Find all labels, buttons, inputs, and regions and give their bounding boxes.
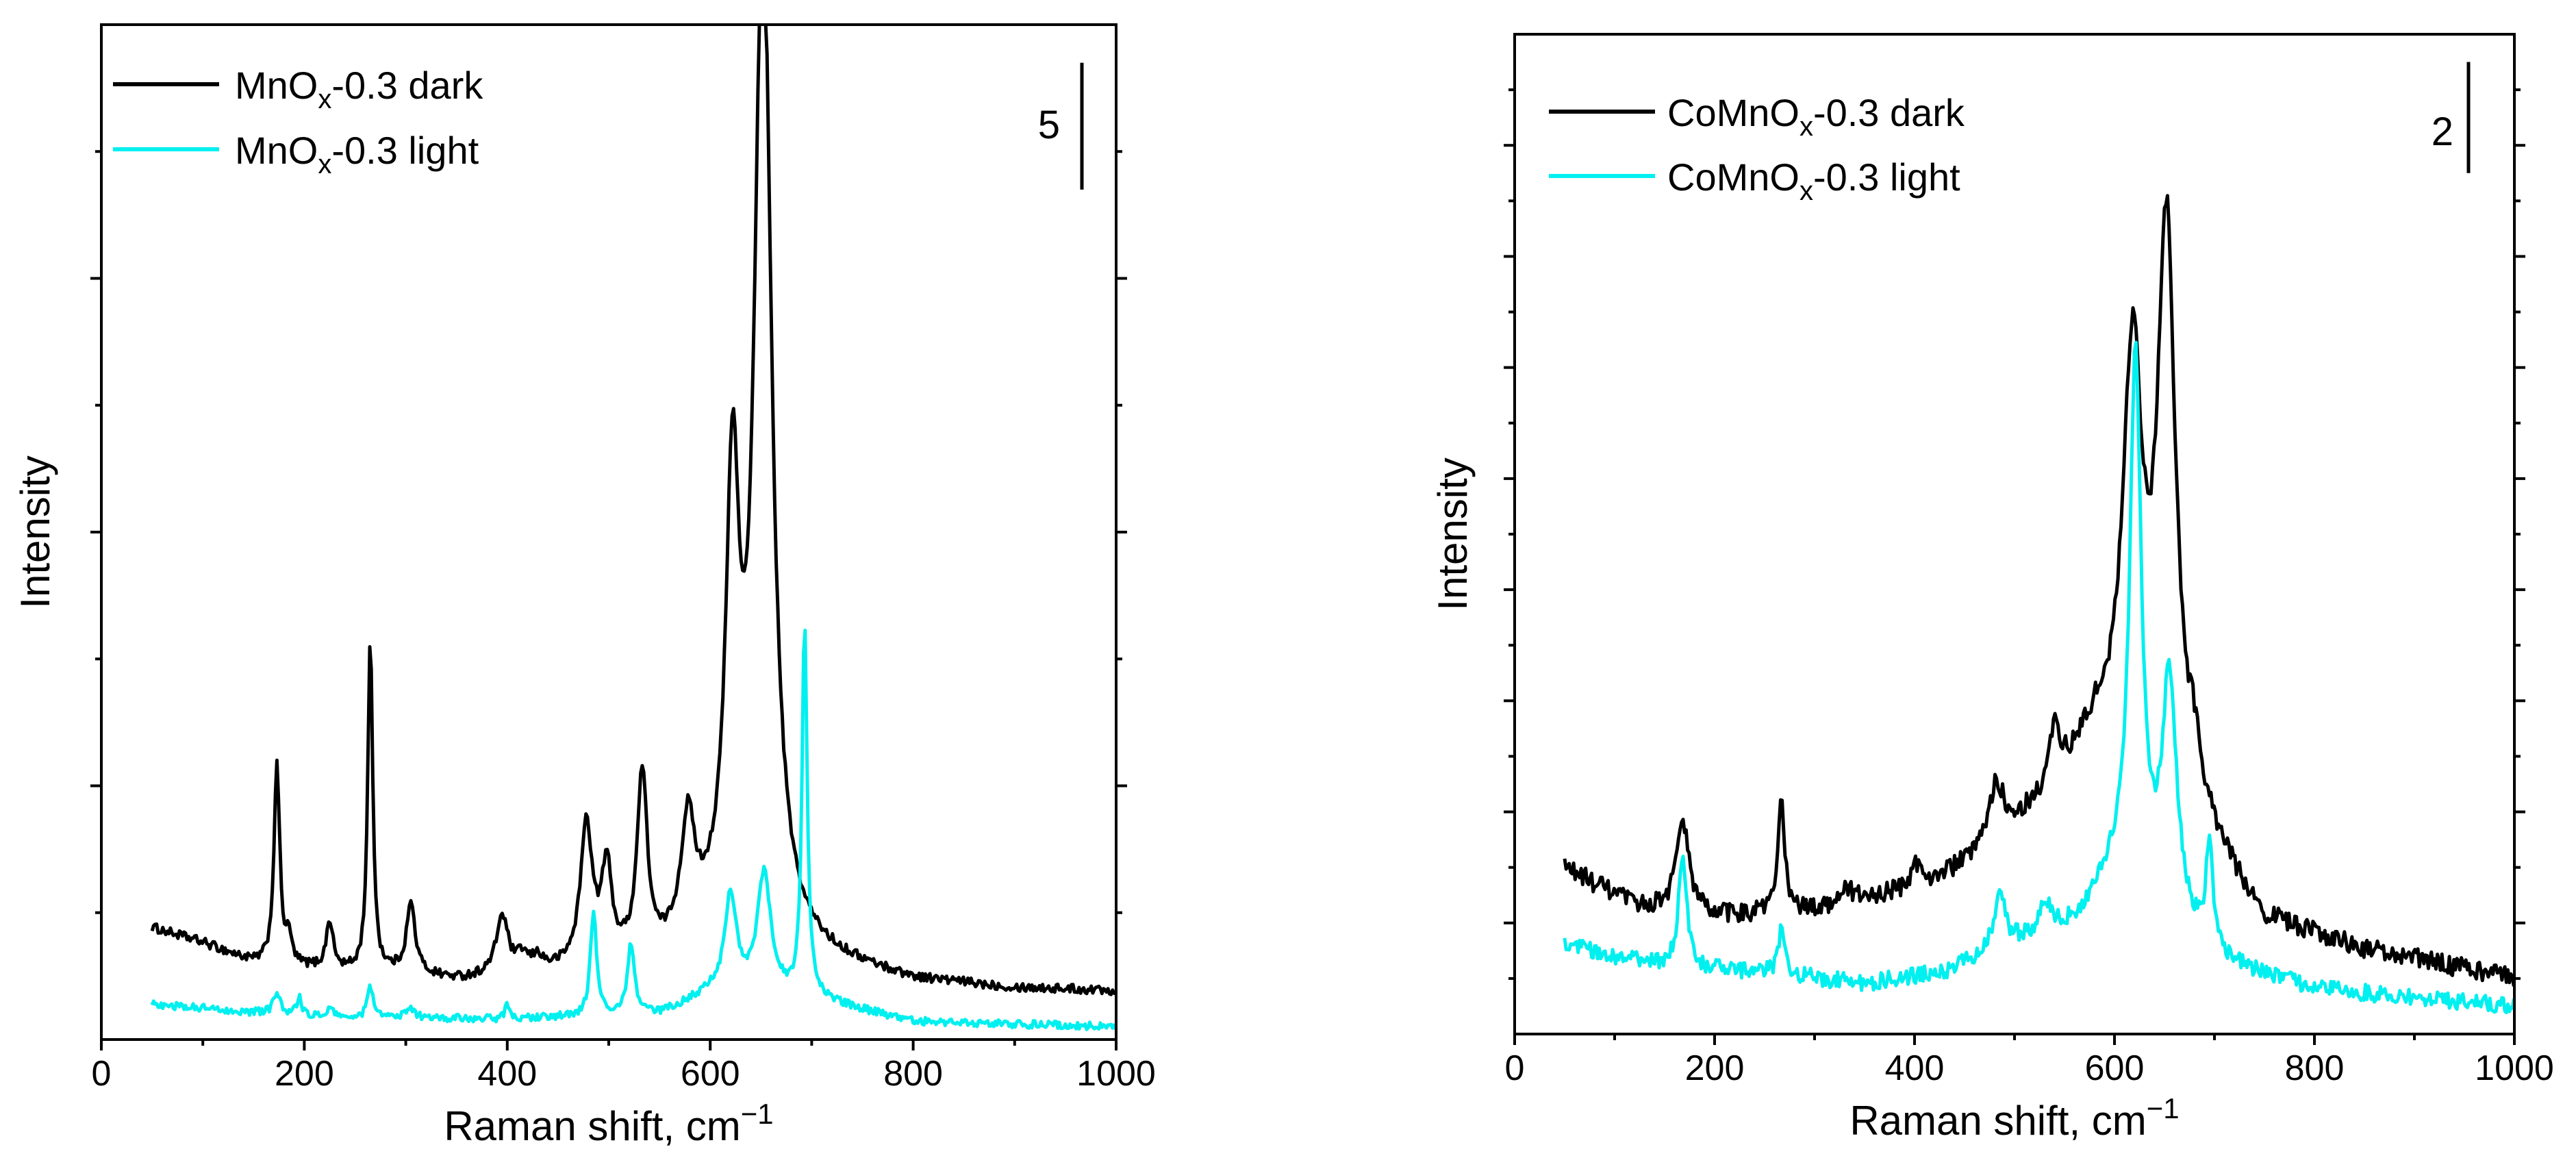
x-tick-label-600: 600 (2085, 1048, 2145, 1088)
x-tick-label-600: 600 (681, 1054, 740, 1094)
series-line-mnox-0-3-light (150, 629, 1116, 1031)
left-y-axis-label: Intensity (12, 455, 58, 608)
x-tick-label-800: 800 (2285, 1048, 2345, 1088)
right-scale-bar: 2 (2432, 62, 2471, 173)
series-line-comnox-0-3-light (1563, 340, 2514, 1015)
right-chart: 0 200 400 600 800 1000 Raman shift, cm−1 Inte… (1430, 33, 2554, 1144)
left-series-layer (150, 23, 1116, 1031)
left-scale-bar-label: 5 (1038, 103, 1060, 147)
legend-label-comnox-dark: CoMnOx-0.3 dark (1667, 91, 1965, 142)
right-y-axis-label: Intensity (1430, 457, 1476, 610)
right-ticks (1504, 88, 2525, 1045)
x-tick-label-0: 0 (92, 1054, 112, 1094)
left-scale-bar: 5 (1038, 62, 1084, 190)
x-tick-label-0: 0 (1505, 1048, 1525, 1088)
x-tick-label-1000: 1000 (1076, 1054, 1156, 1094)
series-line-comnox-0-3-dark (1563, 194, 2514, 987)
legend-label-mnox-light: MnOx-0.3 light (235, 129, 479, 179)
left-legend: MnOx-0.3 dark MnOx-0.3 light (113, 64, 483, 179)
legend-label-mnox-dark: MnOx-0.3 dark (235, 64, 483, 114)
left-chart: 0 200 400 600 800 1000 Raman shift, cm−1 Inte… (12, 23, 1156, 1149)
x-tick-label-400: 400 (477, 1054, 537, 1094)
right-scale-bar-label: 2 (2432, 110, 2453, 154)
x-tick-label-200: 200 (1685, 1048, 1745, 1088)
right-x-tick-labels: 0 200 400 600 800 1000 (1505, 1048, 2554, 1088)
right-x-axis-label: Raman shift, cm−1 (1849, 1092, 2179, 1144)
right-legend: CoMnOx-0.3 dark CoMnOx-0.3 light (1549, 91, 1965, 206)
right-series-layer (1563, 194, 2514, 1015)
series-line-mnox-0-3-dark (150, 23, 1116, 996)
x-tick-label-200: 200 (275, 1054, 334, 1094)
left-ticks (90, 150, 1127, 1050)
x-tick-label-400: 400 (1885, 1048, 1945, 1088)
legend-label-comnox-light: CoMnOx-0.3 light (1667, 155, 1960, 206)
x-tick-label-800: 800 (883, 1054, 943, 1094)
left-x-tick-labels: 0 200 400 600 800 1000 (92, 1054, 1156, 1094)
left-x-axis-label: Raman shift, cm−1 (444, 1098, 773, 1149)
x-tick-label-1000: 1000 (2475, 1048, 2554, 1088)
